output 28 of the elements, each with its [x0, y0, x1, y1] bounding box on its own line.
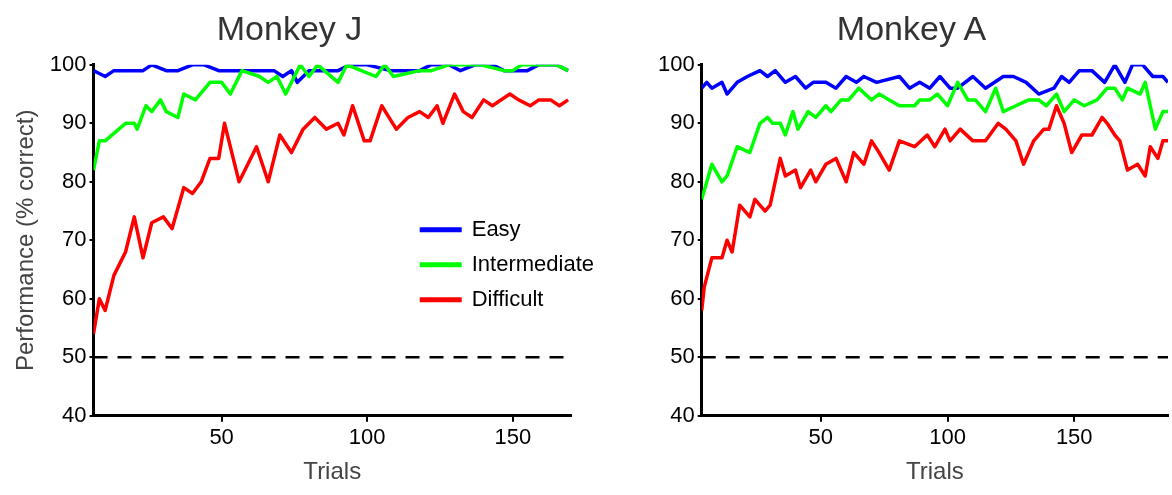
y-tick-label: 90 — [62, 109, 87, 135]
x-axis-title: Trials — [303, 457, 362, 485]
y-tick-label: 100 — [657, 50, 695, 76]
y-tick-label: 40 — [670, 401, 695, 427]
y-tick-label: 100 — [49, 50, 87, 76]
y-axis-title: Performance (% correct) — [11, 109, 39, 371]
chart-title: Monkey J — [216, 8, 363, 47]
y-tick-label: 70 — [62, 226, 87, 252]
x-tick-label: 100 — [348, 424, 386, 450]
y-tick-label: 80 — [62, 167, 87, 193]
x-tick-label: 50 — [209, 424, 234, 450]
y-tick-label: 80 — [670, 167, 695, 193]
y-tick-label: 70 — [670, 226, 695, 252]
y-tick-label: 50 — [670, 343, 695, 369]
legend-label: Intermediate — [471, 250, 595, 276]
legend-label: Easy — [471, 215, 521, 241]
x-tick-label: 150 — [494, 424, 532, 450]
y-tick-label: 40 — [62, 401, 87, 427]
y-tick-label: 60 — [62, 284, 87, 310]
x-tick-label: 50 — [808, 424, 834, 450]
y-tick-label: 90 — [670, 109, 695, 135]
x-tick-label: 100 — [929, 424, 966, 450]
x-axis-title: Trials — [905, 457, 964, 485]
y-tick-label: 50 — [62, 343, 87, 369]
x-tick-label: 150 — [1055, 424, 1093, 450]
y-tick-label: 60 — [670, 284, 695, 310]
chart-title: Monkey A — [836, 8, 987, 47]
legend-label: Difficult — [471, 285, 544, 311]
